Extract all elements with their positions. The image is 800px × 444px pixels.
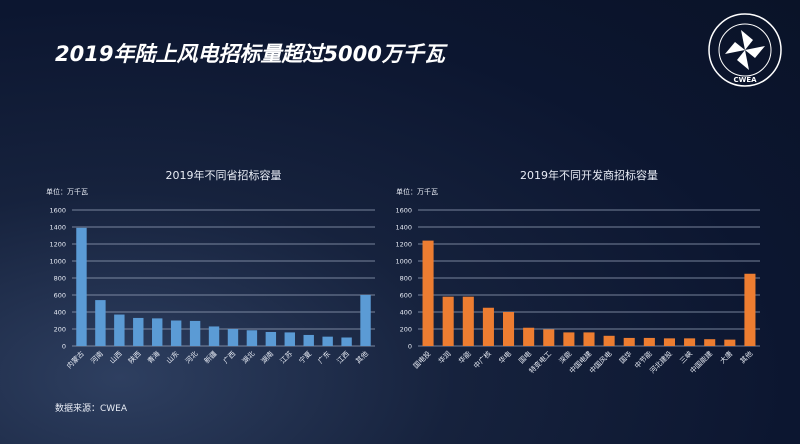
bar [189, 320, 201, 346]
y-tick-label: 1200 [49, 241, 66, 249]
y-tick-label: 0 [408, 343, 412, 351]
page-title: 2019年陆上风电招标量超过5000万千瓦 [55, 42, 445, 66]
x-tick-label: 其他 [354, 349, 370, 365]
x-tick-label: 深能 [557, 349, 573, 365]
x-tick-label: 广东 [316, 349, 332, 365]
x-tick-label: 中国风电 [587, 349, 613, 375]
bar [76, 227, 87, 346]
bar [133, 317, 144, 346]
y-tick-label: 1600 [395, 207, 412, 215]
x-tick-label: 大唐 [718, 349, 734, 365]
x-tick-label: 华电 [497, 349, 513, 365]
x-tick-label: 国电投 [411, 349, 432, 370]
chart-title: 2019年不同省招标容量 [166, 168, 282, 182]
x-tick-label: 山东 [164, 349, 180, 365]
x-tick-label: 华润 [436, 349, 452, 365]
bar [603, 335, 615, 346]
bar [360, 295, 371, 346]
bar [114, 314, 125, 346]
y-tick-label: 1000 [49, 258, 66, 266]
bar [208, 326, 220, 346]
y-tick-label: 600 [54, 292, 66, 300]
chart-title: 2019年不同开发商招标容量 [520, 168, 658, 182]
bar [643, 337, 655, 346]
bar [724, 339, 736, 346]
bar [341, 337, 352, 346]
unit-label: 单位：万千瓦 [46, 187, 88, 196]
x-tick-label: 特变电工 [527, 349, 553, 375]
unit-label: 单位：万千瓦 [396, 187, 438, 196]
y-tick-label: 800 [400, 275, 412, 283]
x-tick-label: 三峡 [678, 349, 694, 365]
bar [684, 338, 696, 346]
x-tick-label: 山西 [107, 349, 123, 365]
bar [265, 331, 277, 346]
bar [227, 329, 239, 346]
x-tick-label: 河北建投 [648, 349, 674, 375]
x-tick-label: 宁夏 [297, 349, 313, 365]
y-tick-label: 200 [400, 326, 412, 334]
bar [422, 240, 434, 346]
y-tick-label: 1400 [395, 224, 412, 232]
x-tick-label: 其他 [738, 349, 754, 365]
bar [704, 339, 716, 346]
y-tick-label: 1000 [395, 258, 412, 266]
bar [482, 307, 494, 346]
x-tick-label: 河南 [89, 349, 105, 365]
bar [170, 320, 182, 346]
bar [303, 334, 314, 346]
x-tick-label: 江苏 [278, 349, 294, 365]
bar [502, 312, 515, 346]
bar [663, 338, 676, 346]
x-tick-label: 湖南 [259, 349, 275, 365]
x-tick-label: 中国能建 [688, 349, 714, 375]
bar [322, 336, 333, 346]
x-tick-label: 江西 [335, 350, 351, 366]
bar [246, 330, 258, 346]
y-tick-label: 0 [62, 343, 66, 351]
x-tick-label: 湖北 [240, 349, 256, 365]
bar [95, 300, 106, 346]
bar [583, 332, 595, 346]
cwea-logo: CWEA [708, 13, 782, 87]
bar [462, 296, 474, 346]
x-tick-label: 河北 [184, 350, 200, 366]
y-tick-label: 400 [54, 309, 66, 317]
data-source: 数据来源：CWEA [55, 404, 128, 414]
y-tick-label: 200 [54, 326, 66, 334]
bar [563, 332, 575, 346]
bar [284, 332, 295, 346]
y-tick-label: 1400 [49, 224, 66, 232]
y-tick-label: 1200 [395, 241, 412, 249]
bar [623, 337, 635, 346]
bar [442, 296, 454, 346]
x-tick-label: 国华 [617, 349, 633, 365]
y-tick-label: 1600 [49, 207, 66, 215]
x-tick-label: 国电 [517, 349, 533, 365]
svg-text:CWEA: CWEA [733, 76, 757, 84]
y-tick-label: 400 [400, 309, 412, 317]
x-tick-label: 陕西 [126, 349, 142, 365]
x-tick-label: 青海 [145, 349, 161, 365]
x-tick-label: 广西 [221, 349, 237, 365]
bar [152, 318, 163, 346]
x-tick-label: 中广核 [472, 349, 493, 370]
bar [523, 327, 535, 346]
x-tick-label: 新疆 [202, 349, 218, 365]
y-tick-label: 800 [54, 275, 66, 283]
x-tick-label: 内蒙古 [65, 349, 86, 370]
y-tick-label: 600 [400, 292, 412, 300]
x-tick-label: 华能 [456, 349, 472, 365]
bar [744, 273, 756, 346]
bar [543, 329, 555, 346]
